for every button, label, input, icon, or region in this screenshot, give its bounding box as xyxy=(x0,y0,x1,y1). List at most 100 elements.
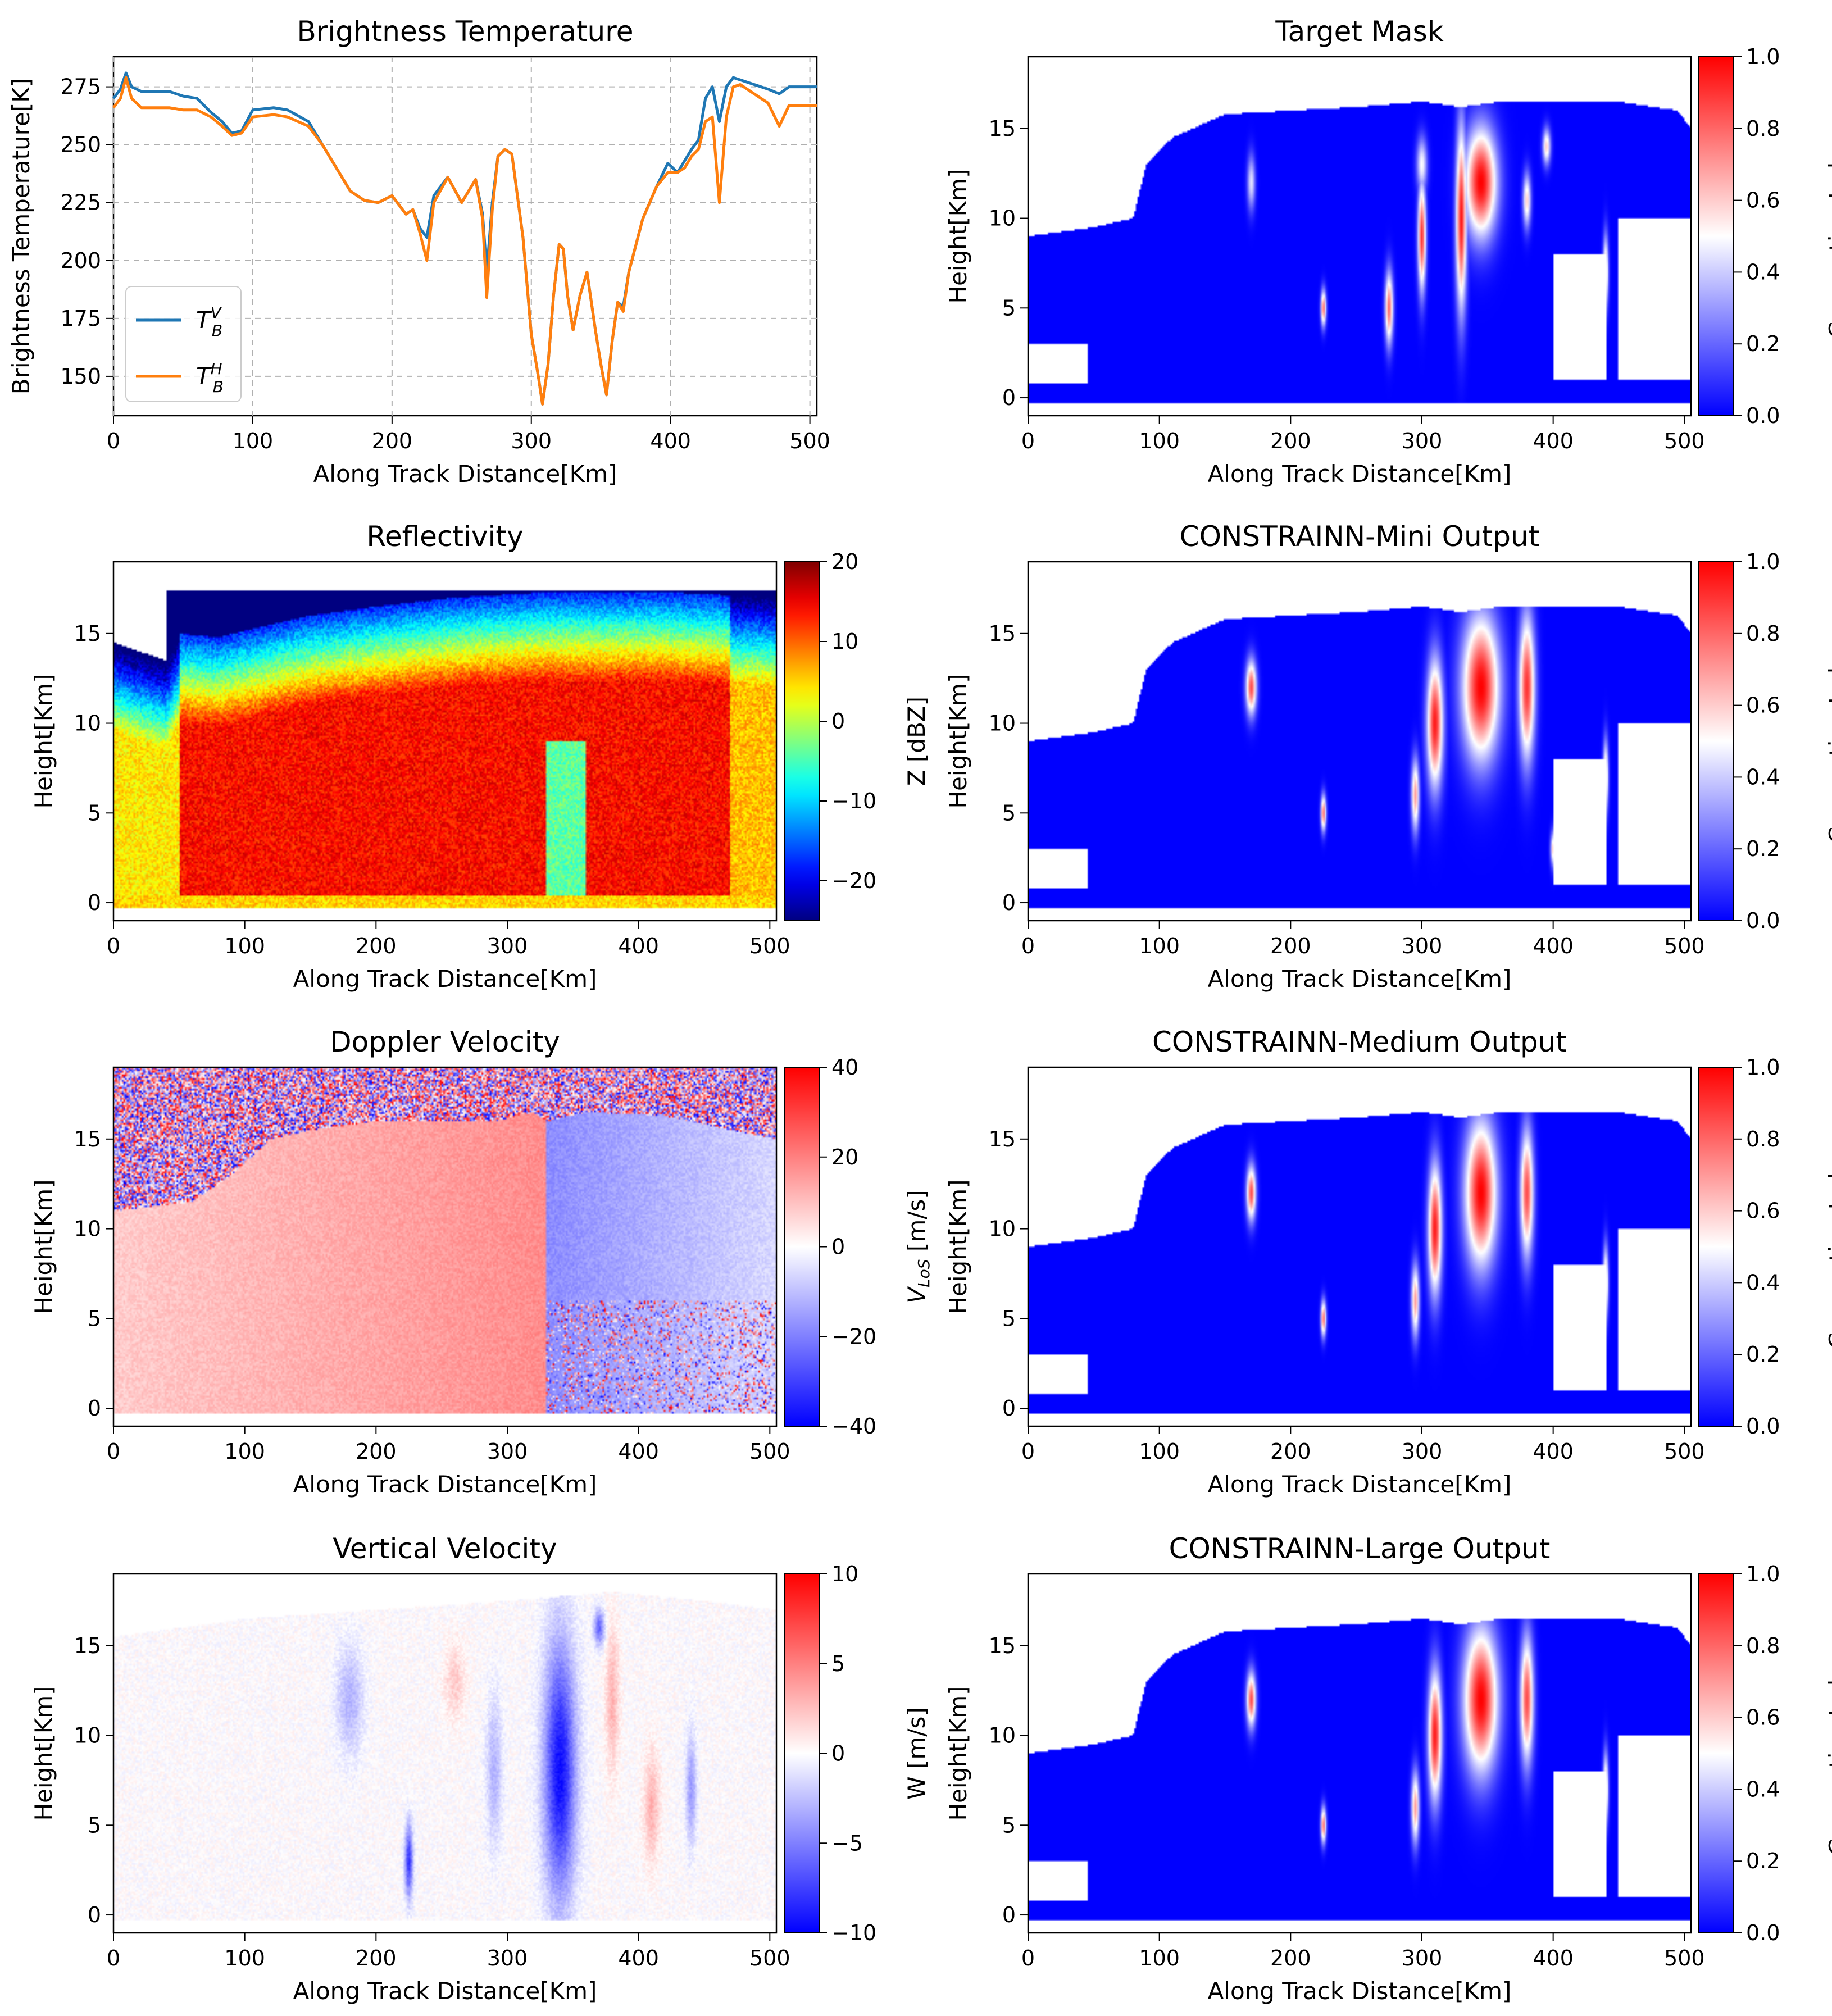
colorbar-label: VLoS [m/s] xyxy=(903,1190,933,1303)
colorbar-tick-label: −10 xyxy=(831,789,876,813)
colorbar-tick-label: 0.2 xyxy=(1746,1849,1780,1873)
y-tick-label: 0 xyxy=(1002,385,1016,410)
x-axis-label: Along Track Distance[Km] xyxy=(1208,1977,1512,2005)
colorbar-tick-label: 0.6 xyxy=(1746,693,1780,718)
axes-frame xyxy=(112,56,818,417)
x-tick-label: 400 xyxy=(1533,934,1574,958)
colorbar-tick-label: 0.4 xyxy=(1746,1777,1780,1801)
legend-label: TH B xyxy=(196,359,224,396)
y-tick-label: 15 xyxy=(74,1633,101,1658)
colorbar-tick-label: 10 xyxy=(831,629,858,654)
chart-title: Target Mask xyxy=(1275,15,1443,48)
colorbar-tick-label: 0.8 xyxy=(1746,1633,1780,1658)
x-tick-label: 200 xyxy=(356,934,397,958)
chart-title: CONSTRAINN-Large Output xyxy=(1169,1532,1551,1565)
colorbar xyxy=(1698,1067,1734,1427)
x-tick-label: 100 xyxy=(1139,934,1180,958)
colorbar-tick-label: 0 xyxy=(831,1741,845,1766)
x-axis-label: Along Track Distance[Km] xyxy=(313,460,617,488)
heatmap-image xyxy=(113,1067,776,1426)
y-axis-label: Height[Km] xyxy=(944,673,972,808)
y-axis-label: Brightness Temperature[K] xyxy=(7,78,35,394)
x-tick-label: 300 xyxy=(487,934,528,958)
colorbar xyxy=(784,561,820,921)
y-tick-label: 275 xyxy=(60,75,101,99)
colorbar-tick-label: −10 xyxy=(831,1921,876,1945)
y-tick-label: 10 xyxy=(74,1217,101,1241)
colorbar-tick-label: 0.0 xyxy=(1746,1414,1780,1439)
colorbar-tick-label: 0.2 xyxy=(1746,331,1780,356)
x-axis-label: Along Track Distance[Km] xyxy=(293,1977,597,2005)
x-tick-label: 100 xyxy=(224,934,265,958)
colorbar-tick-label: 1.0 xyxy=(1746,1055,1780,1080)
x-tick-label: 500 xyxy=(749,1439,790,1464)
x-tick-label: 500 xyxy=(1664,429,1705,453)
colorbar xyxy=(1698,561,1734,921)
y-axis-label: Height[Km] xyxy=(944,1686,972,1821)
colorbar-tick-label: −20 xyxy=(831,1324,876,1349)
y-tick-label: 200 xyxy=(60,248,101,273)
x-tick-label: 200 xyxy=(1270,1439,1311,1464)
y-tick-label: 5 xyxy=(1002,295,1016,320)
colorbar-tick-label: 0.6 xyxy=(1746,1705,1780,1730)
x-tick-label: 400 xyxy=(1533,1946,1574,1971)
x-tick-label: 200 xyxy=(372,429,413,453)
colorbar-tick-label: 0.8 xyxy=(1746,116,1780,141)
x-tick-label: 500 xyxy=(749,1946,790,1971)
x-tick-label: 0 xyxy=(107,429,120,453)
x-tick-label: 300 xyxy=(1402,429,1443,453)
colorbar-tick-label: 0 xyxy=(831,709,845,734)
y-axis-label: Height[Km] xyxy=(944,1179,972,1314)
colorbar-tick-label: 1.0 xyxy=(1746,44,1780,69)
y-tick-label: 15 xyxy=(74,1127,101,1152)
colorbar-tick-label: 1.0 xyxy=(1746,1562,1780,1586)
axes-frame xyxy=(112,1066,778,1427)
colorbar-tick-label: 0.6 xyxy=(1746,188,1780,213)
y-tick-label: 10 xyxy=(989,1723,1016,1748)
y-tick-label: 0 xyxy=(88,1903,101,1927)
x-axis-label: Along Track Distance[Km] xyxy=(1208,460,1512,488)
y-tick-label: 15 xyxy=(989,1127,1016,1152)
x-tick-label: 400 xyxy=(618,1439,659,1464)
heatmap-image xyxy=(113,1574,776,1933)
y-tick-label: 225 xyxy=(60,190,101,215)
axes-frame xyxy=(112,561,778,922)
y-tick-label: 5 xyxy=(88,1813,101,1837)
x-tick-label: 400 xyxy=(618,1946,659,1971)
heatmap-image xyxy=(1028,57,1691,416)
chart-title: Vertical Velocity xyxy=(333,1532,557,1565)
colorbar-tick-label: −20 xyxy=(831,868,876,893)
colorbar-tick-label: 0 xyxy=(831,1235,845,1259)
y-tick-label: 15 xyxy=(989,621,1016,646)
y-tick-label: 15 xyxy=(74,621,101,646)
x-tick-label: 100 xyxy=(1139,429,1180,453)
x-tick-label: 100 xyxy=(224,1946,265,1971)
x-tick-label: 200 xyxy=(356,1439,397,1464)
y-tick-label: 10 xyxy=(74,711,101,736)
series-line-tbh xyxy=(112,76,817,406)
y-axis-label: Height[Km] xyxy=(30,1686,57,1821)
colorbar-label: Convective Index xyxy=(1824,639,1832,843)
x-tick-label: 100 xyxy=(224,1439,265,1464)
legend-label: TV B xyxy=(196,303,222,340)
colorbar-tick-label: 0.0 xyxy=(1746,403,1780,428)
y-tick-label: 5 xyxy=(1002,1306,1016,1331)
y-tick-label: 5 xyxy=(1002,1813,1016,1837)
x-tick-label: 300 xyxy=(511,429,552,453)
x-tick-label: 0 xyxy=(1021,934,1035,958)
x-tick-label: 200 xyxy=(1270,429,1311,453)
colorbar-tick-label: 0.6 xyxy=(1746,1199,1780,1223)
colorbar-tick-label: 0.0 xyxy=(1746,908,1780,933)
chart-title: Reflectivity xyxy=(366,520,523,553)
y-tick-label: 5 xyxy=(1002,800,1016,825)
chart-title: CONSTRAINN-Mini Output xyxy=(1180,520,1540,553)
axes-frame xyxy=(1027,1066,1692,1427)
x-axis-label: Along Track Distance[Km] xyxy=(1208,965,1512,993)
y-tick-label: 10 xyxy=(989,1217,1016,1241)
x-tick-label: 300 xyxy=(487,1946,528,1971)
x-tick-label: 400 xyxy=(1533,429,1574,453)
axes-frame xyxy=(1027,56,1692,417)
axes-frame xyxy=(112,1573,778,1934)
x-tick-label: 0 xyxy=(1021,1946,1035,1971)
colorbar-tick-label: −5 xyxy=(831,1831,863,1855)
